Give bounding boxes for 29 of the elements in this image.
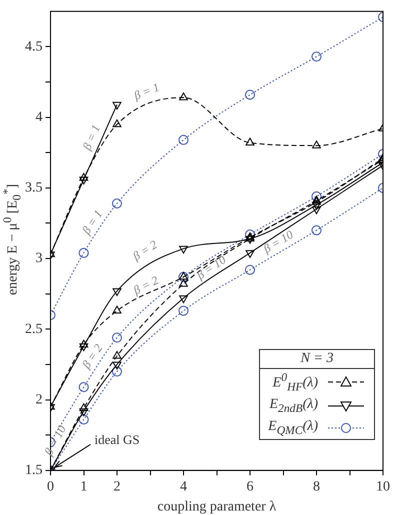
x-tick-label: 2	[114, 479, 120, 494]
y-tick-label: 3.5	[25, 180, 42, 196]
annotation: β = 2	[130, 272, 161, 298]
legend-label: E$_{QMC}$(λ)	[268, 419, 318, 437]
y-tick-label: 3	[36, 251, 42, 266]
x-tick-label: 6	[246, 479, 254, 494]
y-tick-label: 4.5	[25, 39, 42, 54]
x-axis-title: coupling parameter λ	[157, 499, 276, 514]
legend-label: E$^{0}$$_{HF}$(λ)	[272, 370, 318, 394]
x-tick-label: 10	[376, 479, 390, 494]
y-tick-label: 2.5	[25, 322, 42, 337]
annotation: β = 1	[78, 207, 106, 238]
annotation: β = 1	[79, 122, 104, 153]
x-tick-label: 0	[47, 479, 54, 494]
legend-label: E$_{2ndB}$(λ)	[269, 397, 318, 416]
x-tick-label: 1	[80, 479, 88, 494]
annotation: β = 2	[78, 341, 106, 372]
annotation: β = 10	[193, 252, 228, 283]
y-tick-label: 2	[36, 392, 42, 408]
x-tick-label: 8	[313, 479, 320, 494]
annotation: β = 1	[130, 80, 162, 103]
x-tick-label: 4	[180, 479, 187, 494]
y-tick-label: 4	[36, 110, 42, 125]
annotation: β = 10	[260, 227, 296, 256]
annotation: ideal GS	[94, 432, 140, 447]
y-tick-label: 1.5	[25, 463, 42, 478]
legend-title: N = 3	[260, 350, 374, 369]
annotation: β = 10	[40, 422, 69, 459]
annotation: β = 2	[129, 237, 160, 264]
